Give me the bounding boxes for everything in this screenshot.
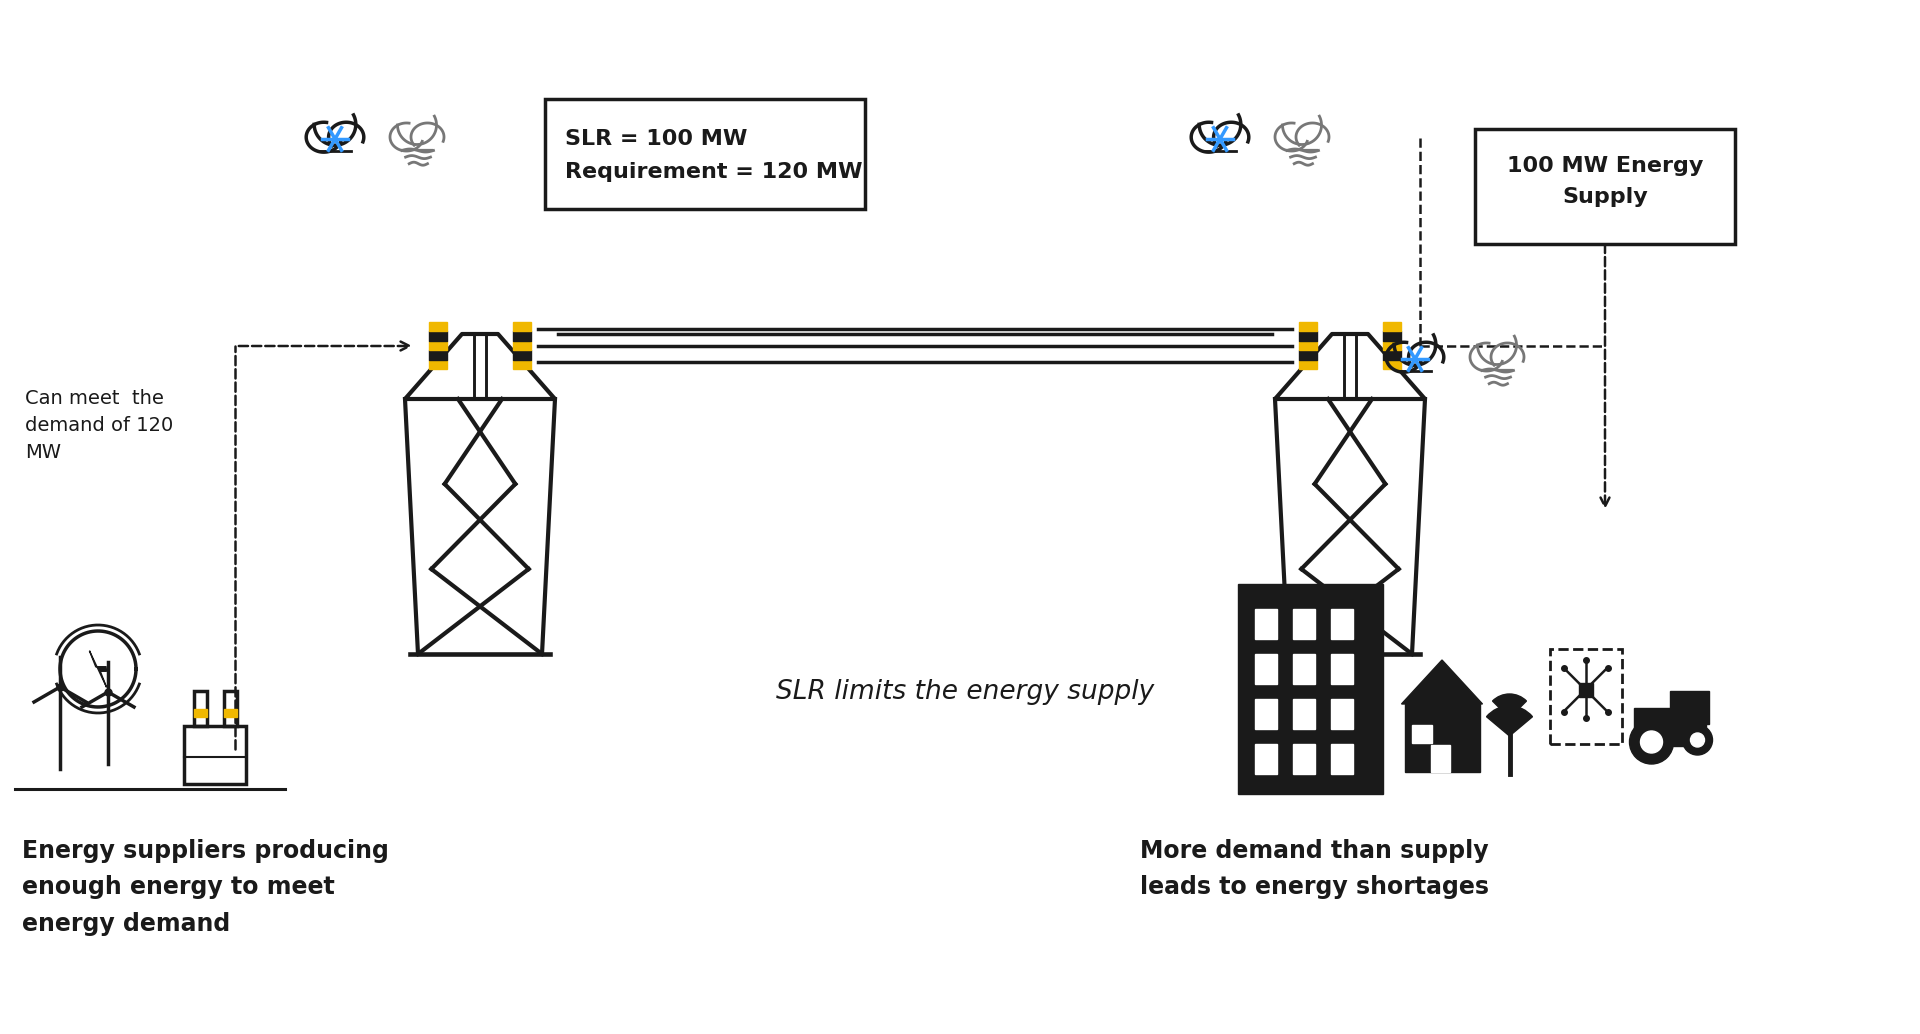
Bar xyxy=(1331,653,1352,685)
Bar xyxy=(1382,351,1402,360)
Text: 100 MW Energy
Supply: 100 MW Energy Supply xyxy=(1507,156,1703,207)
Bar xyxy=(1292,653,1315,685)
Bar xyxy=(1300,360,1317,369)
FancyBboxPatch shape xyxy=(545,99,866,209)
Bar xyxy=(428,351,447,360)
Bar xyxy=(428,322,447,332)
Circle shape xyxy=(1640,731,1663,753)
Text: Requirement = 120 MW: Requirement = 120 MW xyxy=(564,162,862,182)
Bar xyxy=(184,726,246,784)
Bar xyxy=(1300,332,1317,341)
Bar xyxy=(1331,744,1352,774)
Bar xyxy=(428,332,447,341)
Circle shape xyxy=(1630,720,1674,764)
Bar xyxy=(194,691,207,726)
Bar xyxy=(1254,699,1277,729)
Bar xyxy=(1292,699,1315,729)
Bar xyxy=(428,360,447,369)
FancyBboxPatch shape xyxy=(1475,129,1736,244)
Bar xyxy=(1300,341,1317,351)
Bar xyxy=(513,360,532,369)
Bar xyxy=(1382,332,1402,341)
Bar xyxy=(194,709,207,717)
Bar xyxy=(1382,322,1402,332)
Polygon shape xyxy=(1402,660,1482,704)
Bar xyxy=(513,341,532,351)
Bar xyxy=(1292,609,1315,639)
Bar xyxy=(1292,744,1315,774)
Wedge shape xyxy=(1486,706,1532,736)
Bar xyxy=(1254,744,1277,774)
Bar xyxy=(1300,322,1317,332)
Bar xyxy=(223,691,236,726)
Bar xyxy=(1411,726,1432,743)
Bar xyxy=(223,709,236,717)
Wedge shape xyxy=(1492,694,1526,718)
Bar xyxy=(513,351,532,360)
Bar xyxy=(1405,704,1480,772)
Text: Energy suppliers producing
enough energy to meet
energy demand: Energy suppliers producing enough energy… xyxy=(21,839,390,936)
Bar xyxy=(513,332,532,341)
Polygon shape xyxy=(90,650,106,688)
Bar xyxy=(1331,609,1352,639)
Circle shape xyxy=(1682,725,1713,755)
Bar xyxy=(1382,360,1402,369)
Bar xyxy=(1382,341,1402,351)
Bar xyxy=(513,322,532,332)
Bar xyxy=(428,341,447,351)
Bar xyxy=(1254,609,1277,639)
Bar xyxy=(1300,351,1317,360)
Bar xyxy=(1634,708,1705,746)
Circle shape xyxy=(1690,733,1705,747)
Bar xyxy=(1331,699,1352,729)
Bar xyxy=(1430,744,1450,772)
Text: SLR limits the energy supply: SLR limits the energy supply xyxy=(776,679,1154,705)
FancyBboxPatch shape xyxy=(1549,649,1622,744)
Text: Can meet  the
demand of 120
MW: Can meet the demand of 120 MW xyxy=(25,389,173,462)
Bar xyxy=(1670,691,1709,724)
Bar xyxy=(1254,653,1277,685)
Text: SLR = 100 MW: SLR = 100 MW xyxy=(564,129,747,149)
Text: More demand than supply
leads to energy shortages: More demand than supply leads to energy … xyxy=(1140,839,1490,900)
Bar xyxy=(1238,584,1382,794)
